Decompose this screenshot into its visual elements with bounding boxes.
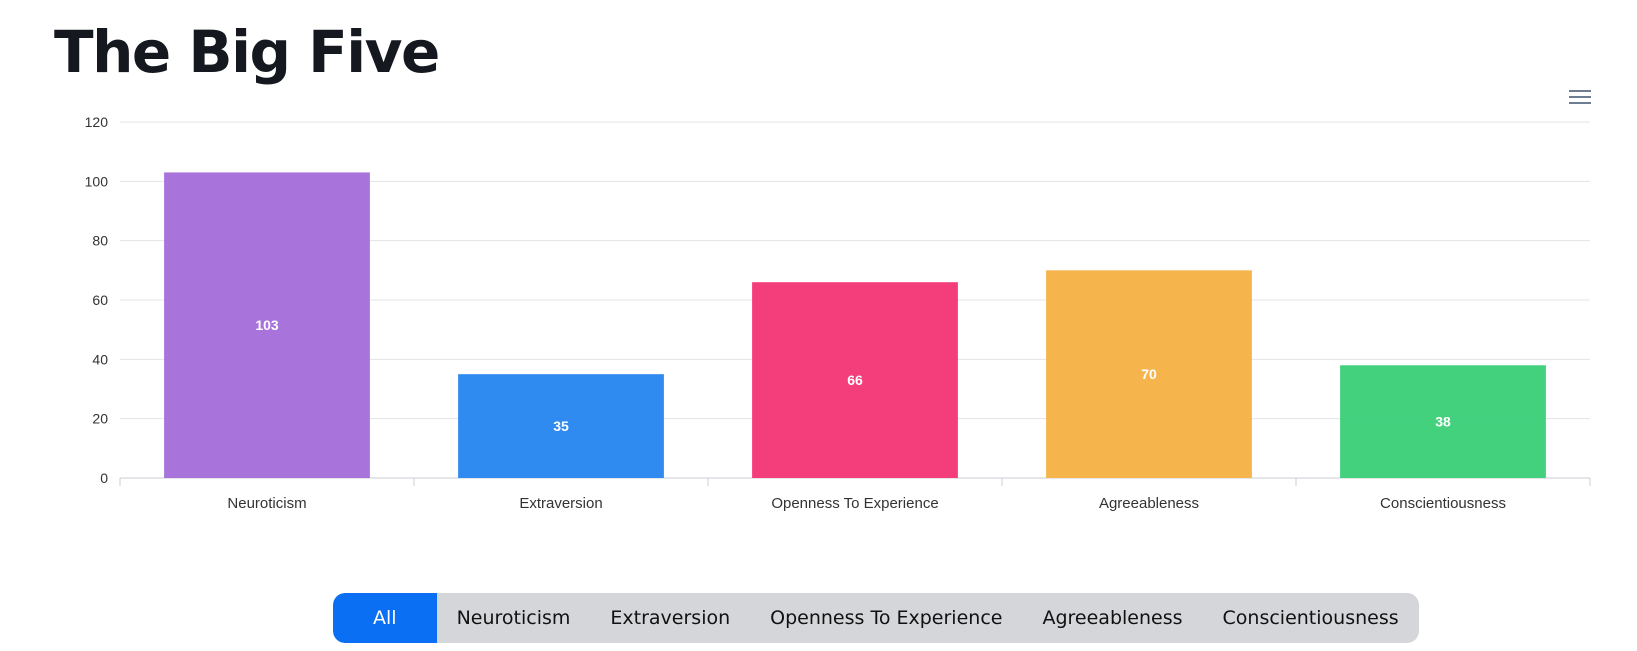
y-tick-label: 40 — [92, 351, 108, 367]
bar — [752, 282, 958, 478]
bar — [1340, 365, 1546, 478]
data-label: 38 — [1435, 414, 1451, 430]
x-tick-label: Agreeableness — [1099, 495, 1199, 512]
menu-line — [1569, 96, 1591, 98]
page-title: The Big Five — [54, 18, 440, 86]
bar-chart: 0 20 40 60 80 100 120 103 Neuroticism 35 Extravers… — [85, 114, 1591, 512]
filter-option-agreeableness[interactable]: Agreeableness — [1042, 607, 1183, 629]
data-label: 103 — [255, 317, 279, 333]
x-tick-label: Neuroticism — [227, 495, 306, 512]
data-label: 35 — [553, 418, 569, 434]
bar — [458, 374, 664, 478]
bar — [164, 172, 370, 478]
x-tick-label: Extraversion — [519, 495, 602, 512]
x-tick-label: Conscientiousness — [1380, 495, 1506, 512]
y-tick-label: 60 — [92, 292, 108, 308]
hamburger-menu-icon[interactable] — [1569, 90, 1591, 106]
y-tick-label: 80 — [92, 233, 108, 249]
data-label: 66 — [847, 372, 863, 388]
filter-option-neuroticism[interactable]: Neuroticism — [456, 607, 571, 629]
data-label: 70 — [1141, 366, 1157, 382]
menu-line — [1569, 90, 1591, 92]
bar — [1046, 270, 1252, 478]
category-filter: All Neuroticism Extraversion Openness To… — [333, 593, 1419, 643]
x-tick-label: Openness To Experience — [771, 495, 938, 512]
menu-line — [1569, 102, 1591, 104]
filter-option-openness[interactable]: Openness To Experience — [770, 607, 1003, 629]
y-tick-label: 0 — [100, 470, 108, 486]
filter-option-conscientiousness[interactable]: Conscientiousness — [1222, 607, 1399, 629]
filter-option-extraversion[interactable]: Extraversion — [610, 607, 731, 629]
filter-option-all[interactable]: All — [333, 593, 437, 643]
y-tick-label: 120 — [85, 114, 109, 130]
y-tick-label: 20 — [92, 411, 108, 427]
y-tick-label: 100 — [85, 173, 109, 189]
